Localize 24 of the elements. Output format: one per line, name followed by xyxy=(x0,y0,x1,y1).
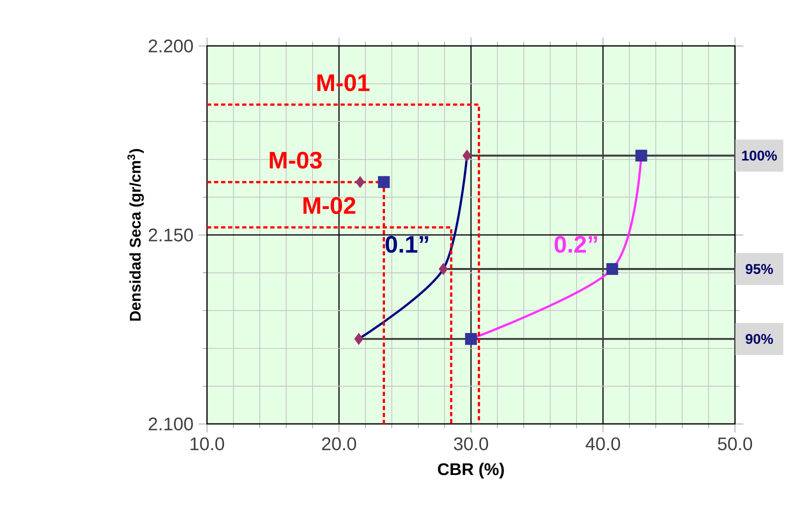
y-tick-label: 2.150 xyxy=(148,228,193,242)
series-label: 0.2” xyxy=(554,236,598,253)
series-label: 0.1” xyxy=(386,236,428,253)
y-axis-title: Densidad Seca (gr/cm$^{3}$) xyxy=(127,149,144,321)
y-tick-label: 2.200 xyxy=(148,40,193,52)
point xyxy=(378,176,390,188)
y-tick-label: 2.100 xyxy=(148,418,193,430)
x-tick-label: 40.0 xyxy=(586,437,620,450)
x-tick-label: 10.0 xyxy=(190,437,224,450)
point xyxy=(606,263,618,275)
text: 100% xyxy=(742,150,777,161)
point xyxy=(465,333,477,345)
series-label: M-03 xyxy=(270,152,322,169)
text: 90% xyxy=(746,334,773,344)
point xyxy=(356,176,365,188)
point xyxy=(354,333,364,345)
text: 95% xyxy=(746,264,773,274)
x-tick-label: 20.0 xyxy=(322,437,356,450)
x-tick-label: 50.0 xyxy=(718,437,752,450)
point xyxy=(438,263,448,275)
x-tick-label: 30.0 xyxy=(454,437,488,450)
x-axis-title: CBR (%) xyxy=(438,462,504,479)
point xyxy=(462,150,472,162)
point xyxy=(635,150,648,162)
